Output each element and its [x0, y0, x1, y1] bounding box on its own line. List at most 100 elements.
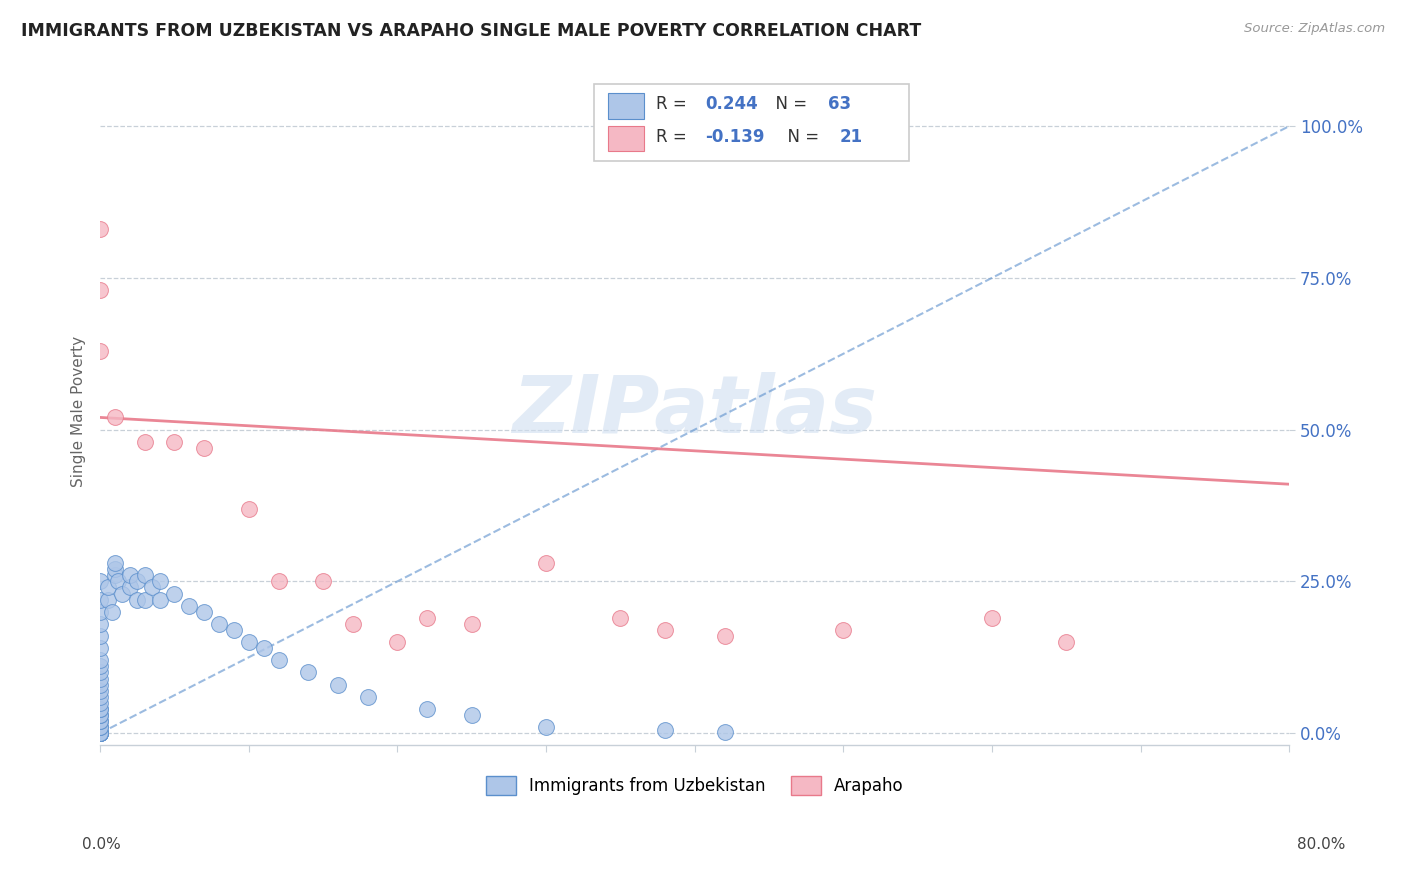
Point: [89, 726, 111, 740]
Point: [416, 702, 439, 716]
Point: [107, 574, 129, 589]
Point: [89, 343, 111, 358]
Y-axis label: Single Male Poverty: Single Male Poverty: [72, 335, 86, 487]
Point: [104, 410, 127, 425]
Point: [89, 690, 111, 704]
Text: IMMIGRANTS FROM UZBEKISTAN VS ARAPAHO SINGLE MALE POVERTY CORRELATION CHART: IMMIGRANTS FROM UZBEKISTAN VS ARAPAHO SI…: [21, 22, 921, 40]
Point: [89, 592, 111, 607]
Point: [297, 665, 319, 680]
Point: [312, 574, 335, 589]
Point: [89, 629, 111, 643]
Point: [89, 707, 111, 722]
Point: [267, 574, 290, 589]
Point: [149, 574, 172, 589]
Text: -0.139: -0.139: [706, 128, 765, 145]
Point: [89, 714, 111, 728]
Point: [89, 702, 111, 716]
Point: [357, 690, 380, 704]
Point: [193, 441, 215, 455]
Point: [89, 726, 111, 740]
Point: [104, 568, 127, 582]
Point: [89, 605, 111, 619]
Point: [179, 599, 201, 613]
Point: [416, 611, 439, 625]
Point: [149, 592, 172, 607]
Point: [118, 581, 141, 595]
Point: [342, 616, 364, 631]
Point: [89, 720, 111, 734]
Point: [654, 723, 676, 738]
Point: [253, 641, 276, 656]
Point: [89, 726, 111, 740]
Point: [97, 581, 120, 595]
Point: [127, 592, 149, 607]
Point: [981, 611, 1004, 625]
Text: N =: N =: [778, 128, 824, 145]
Point: [534, 720, 557, 734]
Point: [654, 119, 676, 133]
Point: [97, 592, 120, 607]
Text: 80.0%: 80.0%: [1298, 837, 1346, 852]
Point: [89, 726, 111, 740]
Point: [101, 605, 124, 619]
Point: [134, 592, 156, 607]
Point: [104, 562, 127, 576]
Text: 63: 63: [828, 95, 851, 113]
Point: [89, 726, 111, 740]
Legend: Immigrants from Uzbekistan, Arapaho: Immigrants from Uzbekistan, Arapaho: [478, 768, 912, 804]
Point: [89, 720, 111, 734]
Point: [163, 434, 186, 449]
Point: [89, 683, 111, 698]
Point: [89, 726, 111, 740]
Point: [89, 696, 111, 710]
Text: R =: R =: [655, 95, 692, 113]
Point: [713, 629, 735, 643]
Point: [803, 119, 825, 133]
Point: [238, 635, 260, 649]
Text: R =: R =: [655, 128, 692, 145]
Point: [89, 702, 111, 716]
Point: [89, 677, 111, 691]
Point: [609, 611, 631, 625]
Point: [89, 726, 111, 740]
Point: [134, 434, 156, 449]
Point: [208, 616, 231, 631]
Point: [141, 581, 163, 595]
FancyBboxPatch shape: [593, 84, 908, 161]
Text: Source: ZipAtlas.com: Source: ZipAtlas.com: [1244, 22, 1385, 36]
Bar: [607, 94, 644, 119]
Bar: [607, 126, 644, 151]
Point: [104, 556, 127, 570]
Point: [1056, 635, 1078, 649]
Point: [89, 653, 111, 667]
Point: [267, 653, 290, 667]
Point: [238, 501, 260, 516]
Point: [89, 283, 111, 297]
Point: [89, 659, 111, 673]
Point: [118, 568, 141, 582]
Point: [89, 714, 111, 728]
Point: [387, 635, 409, 649]
Text: 0.0%: 0.0%: [82, 837, 121, 852]
Point: [534, 556, 557, 570]
Point: [127, 574, 149, 589]
Point: [89, 672, 111, 686]
Point: [832, 623, 855, 637]
Point: [89, 665, 111, 680]
Point: [654, 623, 676, 637]
Point: [713, 725, 735, 739]
Point: [111, 586, 134, 600]
Text: ZIPatlas: ZIPatlas: [512, 372, 877, 450]
Text: 0.244: 0.244: [706, 95, 758, 113]
Text: N =: N =: [765, 95, 813, 113]
Point: [326, 677, 349, 691]
Point: [89, 641, 111, 656]
Point: [89, 574, 111, 589]
Point: [89, 707, 111, 722]
Point: [134, 568, 156, 582]
Point: [89, 726, 111, 740]
Point: [461, 707, 484, 722]
Point: [89, 222, 111, 236]
Point: [89, 616, 111, 631]
Point: [163, 586, 186, 600]
